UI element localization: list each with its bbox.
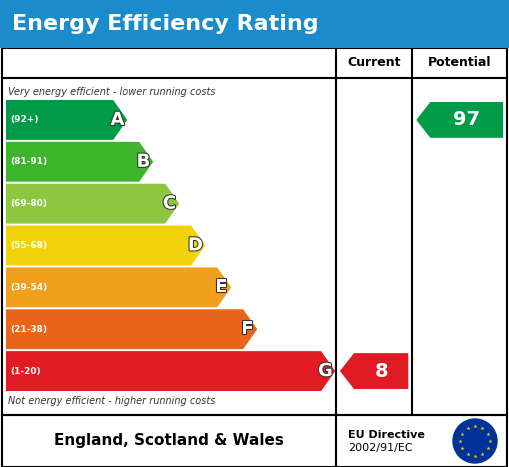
Polygon shape	[6, 184, 179, 224]
Polygon shape	[6, 268, 231, 307]
Text: E: E	[215, 278, 228, 297]
Text: Very energy efficient - lower running costs: Very energy efficient - lower running co…	[8, 87, 215, 97]
Polygon shape	[340, 353, 408, 389]
Text: (1-20): (1-20)	[10, 367, 41, 375]
Text: D: D	[188, 236, 203, 255]
Text: G: G	[318, 362, 333, 380]
Text: F: F	[241, 320, 253, 338]
Bar	[0, 0, 509, 48]
Polygon shape	[6, 351, 335, 391]
Text: (81-91): (81-91)	[10, 157, 47, 166]
Text: 8: 8	[374, 361, 388, 381]
Text: 2002/91/EC: 2002/91/EC	[348, 443, 413, 453]
Bar	[2, 415, 507, 467]
Text: (39-54): (39-54)	[10, 283, 47, 292]
Text: A: A	[110, 111, 124, 129]
Polygon shape	[6, 226, 205, 265]
Text: (69-80): (69-80)	[10, 199, 47, 208]
Text: Potential: Potential	[428, 57, 491, 70]
Bar	[2, 48, 507, 415]
Circle shape	[453, 419, 497, 463]
Text: EU Directive: EU Directive	[348, 430, 425, 440]
Text: (21-38): (21-38)	[10, 325, 47, 334]
Text: 97: 97	[453, 110, 480, 129]
Text: Not energy efficient - higher running costs: Not energy efficient - higher running co…	[8, 396, 215, 406]
Polygon shape	[6, 309, 257, 349]
Text: (55-68): (55-68)	[10, 241, 47, 250]
Text: C: C	[163, 195, 176, 212]
Polygon shape	[6, 142, 153, 182]
Text: (92+): (92+)	[10, 115, 39, 124]
Text: Energy Efficiency Rating: Energy Efficiency Rating	[12, 14, 319, 34]
Text: England, Scotland & Wales: England, Scotland & Wales	[54, 433, 284, 448]
Text: B: B	[136, 153, 150, 171]
Polygon shape	[6, 100, 127, 140]
Polygon shape	[416, 102, 503, 138]
Text: Current: Current	[347, 57, 401, 70]
